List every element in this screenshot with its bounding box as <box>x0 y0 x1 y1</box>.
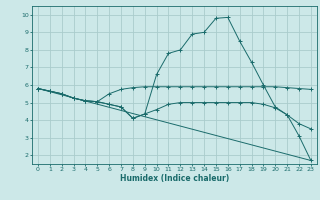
X-axis label: Humidex (Indice chaleur): Humidex (Indice chaleur) <box>120 174 229 183</box>
